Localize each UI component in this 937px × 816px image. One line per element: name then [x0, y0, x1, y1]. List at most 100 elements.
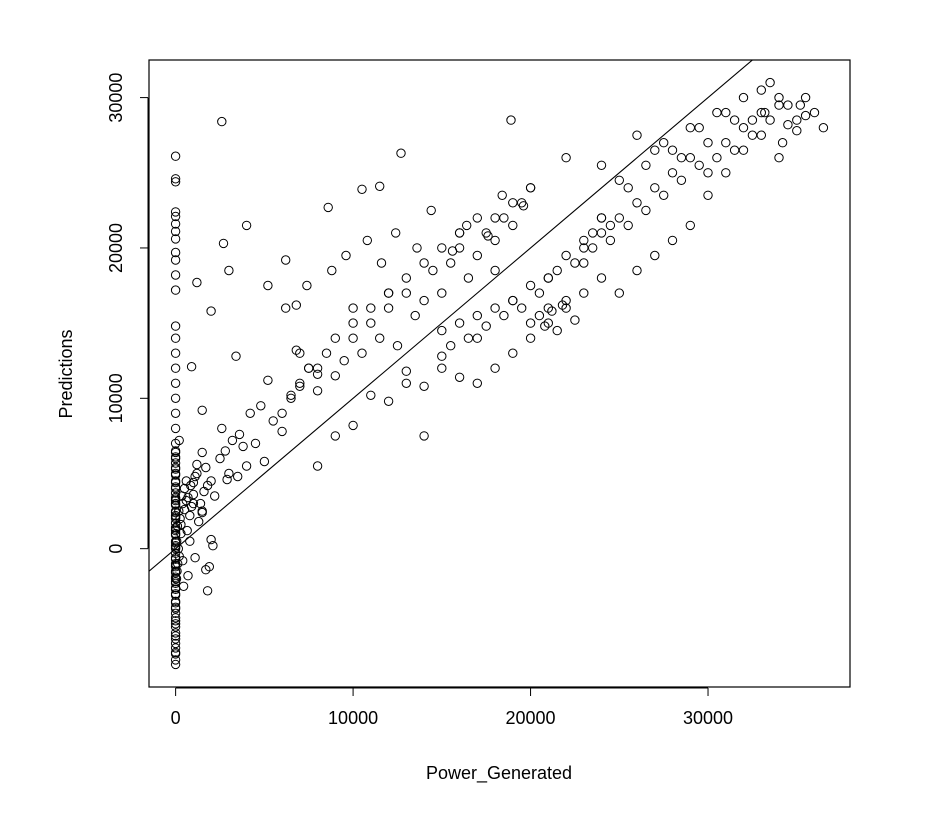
data-point — [170, 616, 181, 626]
data-point — [286, 393, 296, 403]
data-point — [712, 153, 722, 163]
data-point — [650, 250, 660, 261]
data-point — [291, 345, 301, 355]
data-point — [170, 628, 181, 638]
data-point — [552, 325, 562, 336]
data-point — [703, 138, 713, 148]
x-tick-label: 10000 — [328, 708, 378, 728]
data-point — [170, 522, 181, 533]
data-point — [650, 145, 660, 155]
data-point — [419, 381, 429, 391]
data-point — [312, 461, 323, 471]
x-tick-label: 30000 — [683, 708, 733, 728]
data-point — [579, 243, 589, 253]
data-point — [295, 381, 305, 391]
data-point — [605, 220, 616, 231]
data-point — [170, 247, 181, 258]
data-point — [472, 310, 482, 321]
data-point — [809, 107, 820, 118]
data-point — [659, 190, 669, 201]
data-point — [703, 190, 713, 201]
data-point — [517, 198, 527, 208]
data-point — [188, 477, 199, 488]
data-point — [170, 649, 181, 659]
data-point — [632, 198, 642, 208]
data-point — [676, 175, 687, 186]
data-point — [392, 341, 403, 351]
data-point — [277, 408, 287, 418]
data-point — [170, 638, 181, 649]
data-point — [192, 468, 202, 479]
data-point — [596, 160, 607, 171]
data-point — [339, 356, 349, 366]
data-point — [206, 306, 216, 316]
data-point — [579, 288, 589, 298]
data-point — [426, 205, 436, 216]
data-point — [446, 258, 456, 268]
x-tick-label: 0 — [171, 708, 181, 728]
data-point — [596, 228, 607, 238]
data-point — [454, 318, 465, 328]
data-point — [210, 491, 220, 501]
data-point — [525, 318, 536, 328]
data-point — [176, 528, 186, 539]
data-point — [694, 160, 704, 171]
data-point — [208, 541, 218, 551]
data-point — [472, 333, 482, 343]
data-point — [170, 285, 181, 295]
data-point — [170, 619, 181, 629]
data-point — [472, 250, 482, 261]
data-point — [172, 536, 182, 546]
data-point — [596, 213, 607, 223]
data-point — [304, 363, 314, 373]
data-point — [366, 318, 376, 328]
x-axis-title: Power_Generated — [426, 763, 572, 784]
data-point — [178, 556, 188, 566]
data-point — [490, 363, 500, 373]
data-point — [357, 348, 367, 358]
data-point — [534, 310, 545, 321]
data-point — [756, 130, 766, 140]
data-point — [437, 325, 447, 336]
data-point — [774, 153, 784, 163]
data-point — [195, 498, 206, 509]
data-point — [170, 634, 181, 644]
data-point — [552, 265, 562, 276]
data-point — [738, 92, 749, 103]
data-point — [170, 568, 181, 578]
y-tick-label: 30000 — [106, 73, 126, 123]
data-point — [194, 516, 204, 527]
data-point — [170, 363, 181, 373]
data-point — [183, 571, 193, 581]
data-point — [437, 363, 447, 373]
data-point — [281, 255, 291, 265]
data-point — [170, 562, 181, 572]
data-point — [348, 420, 358, 431]
data-point — [525, 183, 536, 193]
data-point — [170, 525, 181, 536]
data-point — [250, 438, 261, 449]
data-point — [703, 168, 713, 178]
data-point — [302, 280, 312, 291]
data-point — [800, 92, 811, 103]
data-point — [632, 265, 642, 276]
data-point — [188, 489, 199, 500]
data-point — [256, 401, 266, 411]
data-point — [190, 471, 200, 482]
data-point — [182, 525, 192, 536]
data-point — [176, 519, 186, 530]
data-point — [605, 235, 616, 246]
data-point — [774, 92, 784, 103]
data-point — [774, 100, 784, 110]
data-point — [506, 115, 516, 125]
x-tick-label: 20000 — [506, 708, 556, 728]
data-point — [497, 190, 507, 201]
data-point — [596, 273, 607, 283]
data-point — [792, 126, 802, 136]
data-point — [463, 273, 474, 283]
data-point — [383, 303, 394, 313]
data-point — [557, 300, 568, 310]
data-point — [623, 183, 633, 193]
data-point — [295, 378, 305, 388]
